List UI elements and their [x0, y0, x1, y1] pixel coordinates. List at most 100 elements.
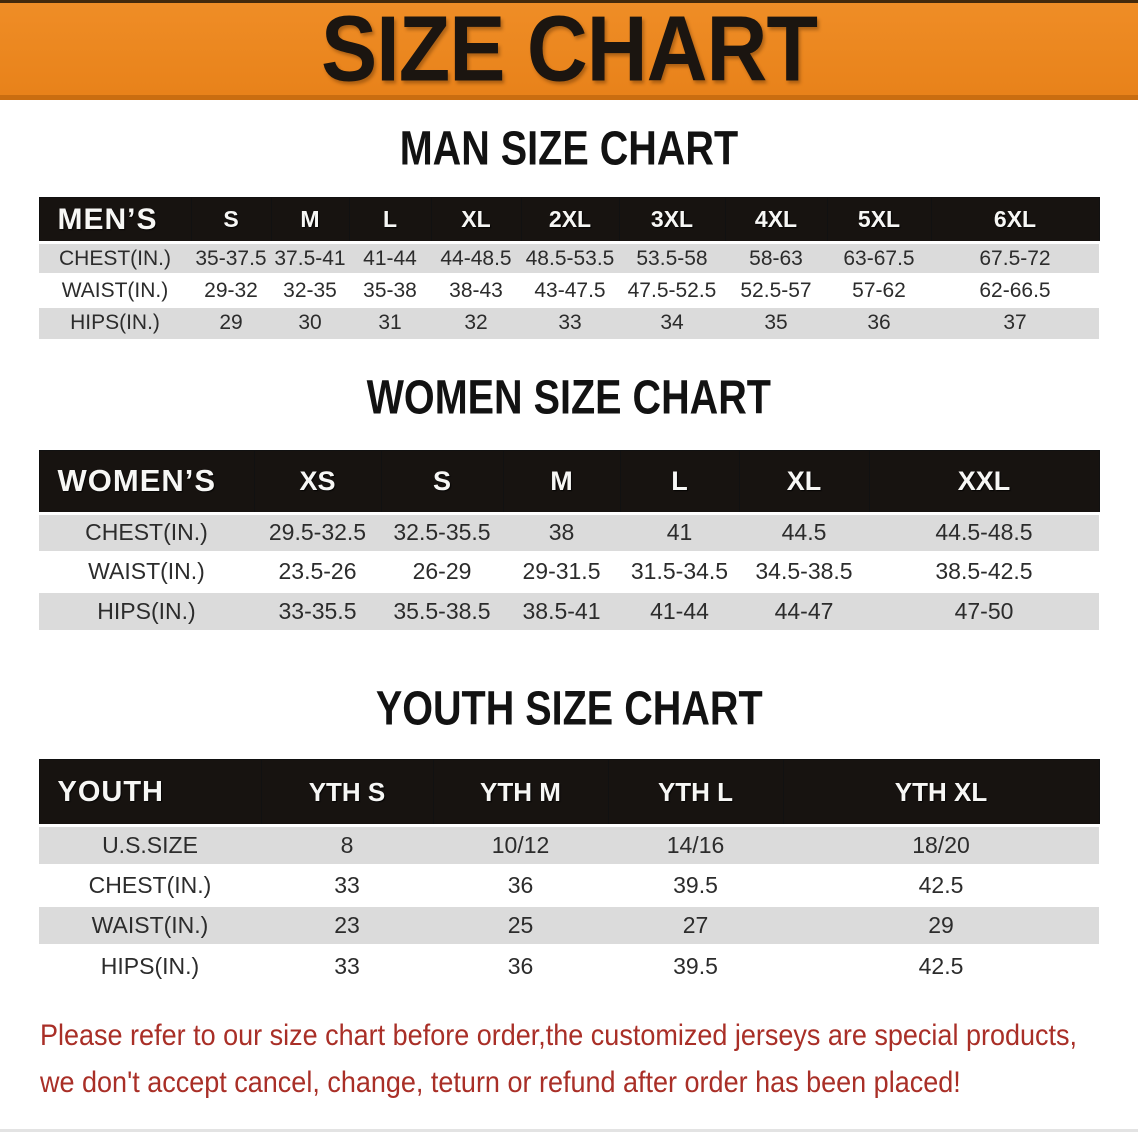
youth-column-header: YTH L — [607, 759, 784, 826]
row-label: HIPS(IN.) — [39, 589, 254, 630]
cell: 29 — [191, 305, 271, 339]
cell: 32-35 — [271, 273, 349, 307]
women-section: WOMEN SIZE CHART WOMEN’S XS S M L XL XXL CHEST(… — [0, 374, 1138, 630]
cell: 35 — [725, 305, 827, 339]
cell: 58-63 — [725, 241, 827, 275]
youth-header-row: YOUTH YTH S YTH M YTH L YTH XL — [38, 759, 1100, 826]
men-table-row: CHEST(IN.) 35-37.5 37.5-41 41-44 44-48.5 48.5… — [39, 241, 1099, 275]
women-column-header: S — [380, 449, 504, 514]
cell: 31 — [349, 305, 431, 339]
youth-table-row: HIPS(IN.) 33 36 39.5 42.5 — [39, 944, 1099, 986]
cell: 33 — [521, 305, 619, 339]
row-label: CHEST(IN.) — [39, 511, 254, 552]
men-table-row: WAIST(IN.) 29-32 32-35 35-38 38-43 43-47.5 47.… — [39, 273, 1099, 307]
men-column-header: XL — [430, 197, 522, 243]
cell: 48.5-53.5 — [521, 241, 619, 275]
cell: 34.5-38.5 — [739, 550, 869, 591]
cell: 10/12 — [433, 824, 608, 866]
cell: 41-44 — [349, 241, 431, 275]
men-column-header: 5XL — [826, 197, 932, 243]
cell: 29 — [783, 904, 1099, 946]
cell: 53.5-58 — [619, 241, 725, 275]
cell: 38.5-41 — [503, 589, 620, 630]
cell: 37.5-41 — [271, 241, 349, 275]
men-section: MAN SIZE CHART MEN’S S M L XL 2XL 3XL 4XL 5XL 6XL… — [0, 121, 1138, 339]
row-label: HIPS(IN.) — [39, 944, 261, 986]
row-label: WAIST(IN.) — [39, 904, 261, 946]
youth-table-row: U.S.SIZE 8 10/12 14/16 18/20 — [39, 824, 1099, 866]
youth-size-table: YOUTH YTH S YTH M YTH L YTH XL U.S.SIZE 8 10/12… — [38, 759, 1100, 986]
women-column-header: M — [502, 449, 621, 514]
cell: 38 — [503, 511, 620, 552]
cell: 38-43 — [431, 273, 521, 307]
women-column-header: XL — [738, 449, 870, 514]
cell: 38.5-42.5 — [869, 550, 1099, 591]
cell: 25 — [433, 904, 608, 946]
cell: 34 — [619, 305, 725, 339]
men-section-title: MAN SIZE CHART — [0, 121, 1138, 176]
cell: 52.5-57 — [725, 273, 827, 307]
cell: 35-38 — [349, 273, 431, 307]
women-column-header: XS — [253, 449, 382, 514]
youth-section-title: YOUTH SIZE CHART — [0, 681, 1138, 736]
cell: 62-66.5 — [931, 273, 1099, 307]
cell: 30 — [271, 305, 349, 339]
men-column-header: M — [270, 197, 350, 243]
cell: 33 — [261, 944, 433, 986]
bottom-divider — [0, 1129, 1138, 1132]
cell: 57-62 — [827, 273, 931, 307]
women-column-header: L — [619, 449, 740, 514]
cell: 37 — [931, 305, 1099, 339]
row-label: CHEST(IN.) — [39, 864, 261, 906]
cell: 36 — [827, 305, 931, 339]
cell: 44-48.5 — [431, 241, 521, 275]
cell: 44-47 — [739, 589, 869, 630]
cell: 39.5 — [608, 864, 783, 906]
women-section-title: WOMEN SIZE CHART — [0, 374, 1138, 422]
men-column-header: 4XL — [724, 197, 828, 243]
youth-column-header: YTH M — [432, 759, 609, 826]
notice-line-2: we don't accept cancel, change, teturn o… — [40, 1065, 961, 1099]
youth-column-header: YTH XL — [782, 759, 1100, 826]
cell: 44.5 — [739, 511, 869, 552]
cell: 35.5-38.5 — [381, 589, 503, 630]
men-header-row: MEN’S S M L XL 2XL 3XL 4XL 5XL 6XL — [38, 197, 1100, 243]
cell: 41 — [620, 511, 739, 552]
cell: 39.5 — [608, 944, 783, 986]
row-label: U.S.SIZE — [39, 824, 261, 866]
cell: 32.5-35.5 — [381, 511, 503, 552]
cell: 23.5-26 — [254, 550, 381, 591]
cell: 42.5 — [783, 864, 1099, 906]
men-size-table: MEN’S S M L XL 2XL 3XL 4XL 5XL 6XL CHEST(IN.) 35-37… — [38, 197, 1100, 339]
cell: 41-44 — [620, 589, 739, 630]
cell: 14/16 — [608, 824, 783, 866]
men-table-row: HIPS(IN.) 29 30 31 32 33 34 35 36 37 — [39, 305, 1099, 339]
cell: 33 — [261, 864, 433, 906]
cell: 47.5-52.5 — [619, 273, 725, 307]
men-header-label: MEN’S — [38, 197, 192, 243]
women-size-table: WOMEN’S XS S M L XL XXL CHEST(IN.) 29.5-32.5 32.5… — [38, 449, 1100, 630]
men-column-header: L — [348, 197, 432, 243]
youth-section-title-text: YOUTH SIZE CHART — [375, 681, 763, 736]
cell: 26-29 — [381, 550, 503, 591]
women-column-header: XXL — [868, 449, 1100, 514]
men-column-header: 3XL — [618, 197, 726, 243]
men-column-header: 6XL — [930, 197, 1100, 243]
row-label: WAIST(IN.) — [39, 273, 191, 307]
youth-column-header: YTH S — [260, 759, 434, 826]
cell: 36 — [433, 864, 608, 906]
cell: 29.5-32.5 — [254, 511, 381, 552]
cell: 47-50 — [869, 589, 1099, 630]
cell: 33-35.5 — [254, 589, 381, 630]
men-section-title-text: MAN SIZE CHART — [399, 121, 739, 176]
notice-line-1: Please refer to our size chart before or… — [40, 1018, 1078, 1052]
row-label: HIPS(IN.) — [39, 305, 191, 339]
cell: 29-32 — [191, 273, 271, 307]
banner: SIZE CHART — [0, 0, 1138, 100]
cell: 67.5-72 — [931, 241, 1099, 275]
banner-title: SIZE CHART — [321, 0, 818, 100]
row-label: CHEST(IN.) — [39, 241, 191, 275]
cell: 44.5-48.5 — [869, 511, 1099, 552]
women-header-label: WOMEN’S — [38, 449, 255, 514]
